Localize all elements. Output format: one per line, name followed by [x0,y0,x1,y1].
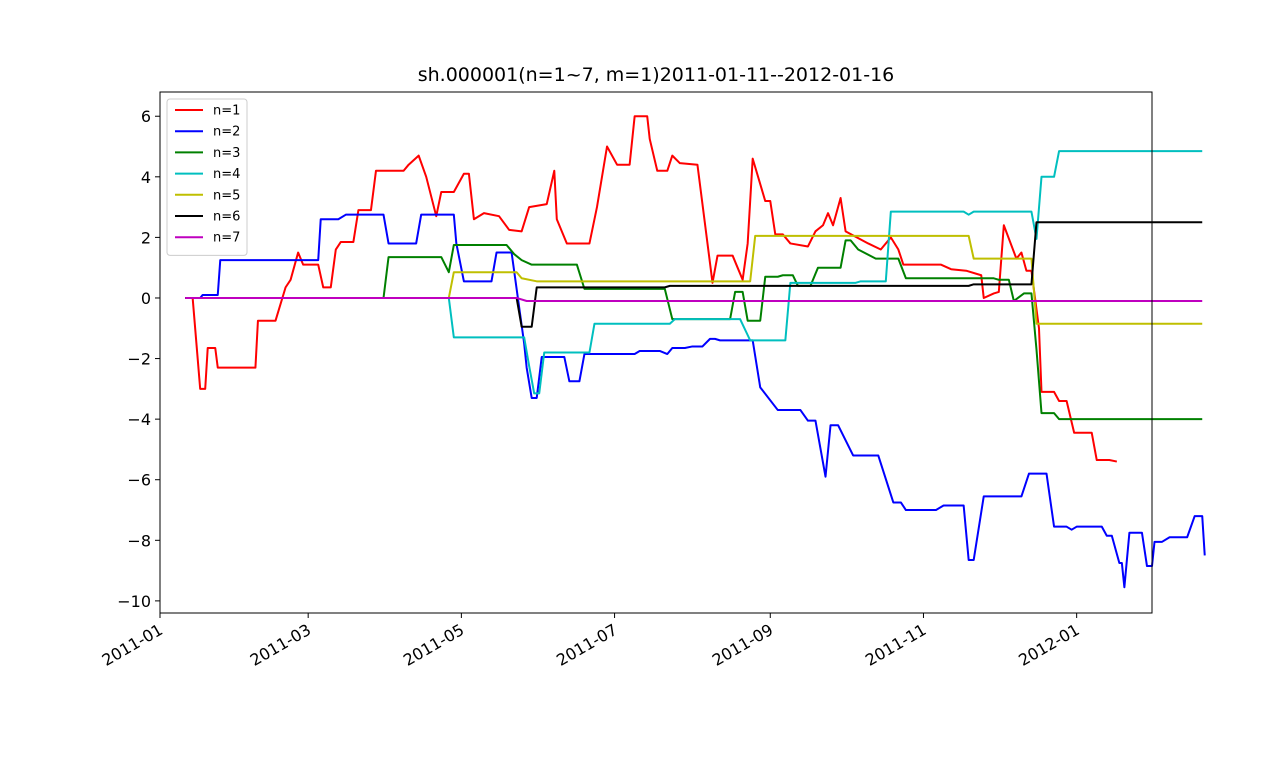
y-axis: 6 4 2 0 −2 −4 −6 −8 −10 [117,107,160,611]
series-line-5 [185,234,1203,325]
series-layer [185,115,1206,589]
legend-label: n=7 [213,231,240,246]
y-tick-label: −4 [127,410,151,429]
legend-label: n=3 [213,146,240,161]
legend-label: n=2 [213,125,240,140]
y-tick-label: −2 [127,350,151,369]
y-tick-label: 4 [141,168,151,187]
chart-title: sh.000001(n=1~7, m=1)2011-01-11--2012-01… [418,64,895,86]
y-tick-label: 6 [141,107,151,126]
legend-label: n=1 [213,104,240,119]
y-tick-label: 2 [141,228,151,247]
series-line-3 [185,239,1203,421]
y-tick-label: −8 [127,531,151,550]
series-line-2 [185,213,1206,589]
y-tick-label: −10 [117,592,151,611]
legend-label: n=4 [213,167,240,182]
series-line-4 [185,150,1203,395]
legend: n=1 n=2 n=3 n=4 n=5 n=6 n=7 [166,98,248,256]
legend-label: n=6 [213,210,240,225]
series-line-1 [185,115,1118,463]
y-tick-label: 0 [141,289,151,308]
series-line-7 [185,296,1203,303]
plot-frame [159,91,1153,614]
legend-label: n=5 [213,188,240,203]
series-line-6 [185,221,1203,328]
y-tick-label: −6 [127,471,151,490]
